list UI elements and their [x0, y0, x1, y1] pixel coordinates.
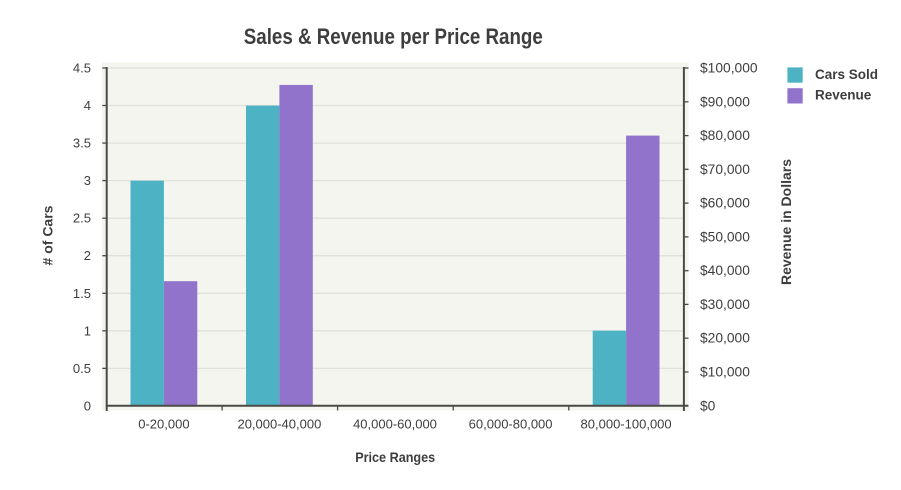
- svg-text:$50,000: $50,000: [700, 229, 750, 244]
- svg-text:2.5: 2.5: [73, 211, 91, 226]
- svg-text:1: 1: [84, 323, 91, 338]
- svg-text:$20,000: $20,000: [700, 331, 750, 346]
- svg-text:Revenue in Dollars: Revenue in Dollars: [778, 159, 794, 285]
- svg-text:3: 3: [84, 173, 91, 188]
- svg-text:# of Cars: # of Cars: [39, 205, 55, 265]
- svg-text:20,000-40,000: 20,000-40,000: [237, 417, 321, 432]
- svg-text:2: 2: [84, 248, 91, 263]
- svg-text:$90,000: $90,000: [700, 94, 750, 109]
- svg-text:Price Ranges: Price Ranges: [355, 449, 435, 465]
- svg-text:$70,000: $70,000: [700, 162, 750, 177]
- svg-text:3.5: 3.5: [73, 136, 91, 151]
- svg-text:60,000-80,000: 60,000-80,000: [469, 417, 553, 432]
- svg-text:$30,000: $30,000: [700, 297, 750, 312]
- svg-text:0-20,000: 0-20,000: [138, 417, 189, 432]
- svg-text:80,000-100,000: 80,000-100,000: [581, 417, 672, 432]
- svg-text:0.5: 0.5: [73, 361, 91, 376]
- svg-text:$40,000: $40,000: [700, 263, 750, 278]
- svg-text:0: 0: [84, 398, 91, 413]
- svg-text:Revenue: Revenue: [815, 88, 872, 103]
- svg-text:4.5: 4.5: [73, 61, 91, 76]
- svg-text:4: 4: [84, 98, 91, 113]
- svg-text:Sales & Revenue per Price Rang: Sales & Revenue per Price Range: [244, 24, 543, 49]
- svg-text:$100,000: $100,000: [700, 61, 758, 76]
- svg-text:Cars Sold: Cars Sold: [815, 67, 878, 82]
- svg-text:$0: $0: [700, 398, 716, 413]
- svg-text:1.5: 1.5: [73, 286, 91, 301]
- svg-text:$10,000: $10,000: [700, 365, 750, 380]
- svg-text:40,000-60,000: 40,000-60,000: [353, 417, 437, 432]
- svg-text:$80,000: $80,000: [700, 128, 750, 143]
- svg-text:$60,000: $60,000: [700, 196, 750, 211]
